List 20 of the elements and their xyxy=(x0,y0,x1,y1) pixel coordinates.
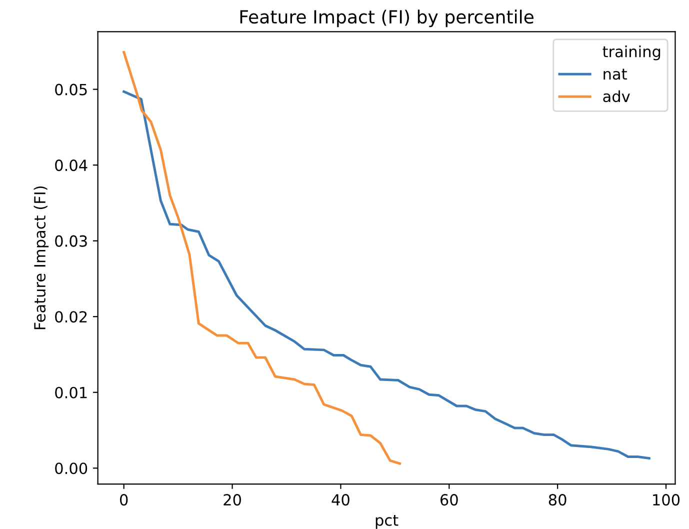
legend-label: nat xyxy=(604,68,627,80)
line-series xyxy=(122,50,402,465)
x-tick-label: 80 xyxy=(548,494,566,506)
legend-label: adv xyxy=(603,90,630,102)
x-tick-label: 100 xyxy=(653,494,680,506)
y-tick-label: 0.05 xyxy=(55,84,87,96)
x-tick-label: 60 xyxy=(440,494,458,506)
x-tick-label: 40 xyxy=(332,494,350,506)
x-tick-label: 0 xyxy=(120,494,128,506)
y-tick-label: 0.00 xyxy=(55,462,88,474)
chart-title: Feature Impact (FI) by percentile xyxy=(240,10,534,28)
y-tick-label: 0.04 xyxy=(55,160,88,172)
line-series xyxy=(122,90,650,460)
y-tick-label: 0.03 xyxy=(55,235,87,247)
x-tick-label: 20 xyxy=(224,494,241,506)
x-axis-title: pct xyxy=(376,514,398,529)
y-tick-label: 0.01 xyxy=(55,386,87,398)
legend-title: training xyxy=(602,45,660,60)
y-tick-label: 0.02 xyxy=(55,311,87,323)
y-axis-title: Feature Impact (FI) xyxy=(34,186,49,330)
